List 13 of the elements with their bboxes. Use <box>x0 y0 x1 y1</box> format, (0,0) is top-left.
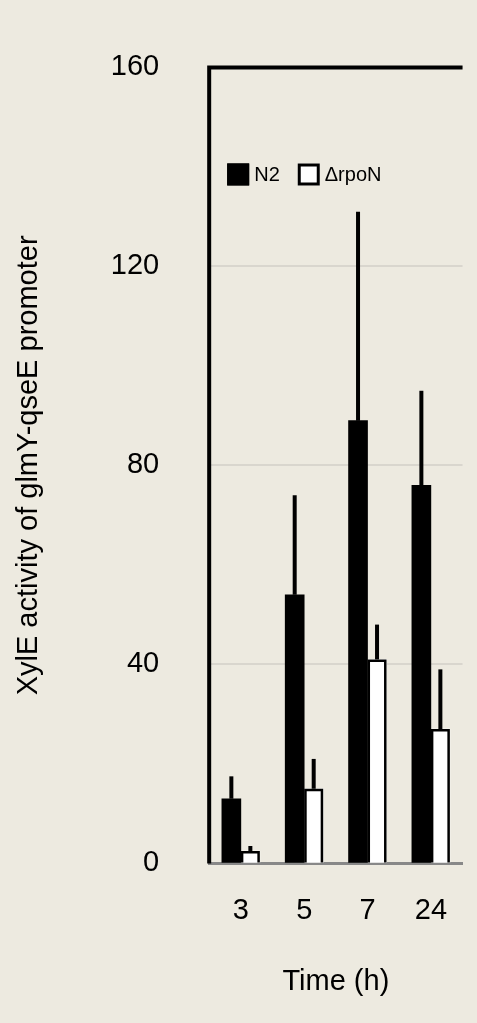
legend-label: N2 <box>254 162 280 185</box>
y-tick-label: 80 <box>126 447 160 480</box>
x-tick-label: 5 <box>296 892 313 925</box>
x-tick-label: 3 <box>232 892 249 925</box>
y-tick-label: 160 <box>110 49 160 82</box>
y-axis-title: XylE activity of glmY-qseE promoter <box>11 235 44 696</box>
x-tick-label: 7 <box>359 892 376 925</box>
y-tick-label: 0 <box>143 845 160 878</box>
x-axis-title: Time (h) <box>282 963 390 996</box>
y-tick-label: 40 <box>126 646 160 679</box>
legend-label: ΔrpoN <box>324 162 382 185</box>
x-tick-label: 24 <box>414 892 447 925</box>
y-tick-label: 120 <box>110 248 160 281</box>
